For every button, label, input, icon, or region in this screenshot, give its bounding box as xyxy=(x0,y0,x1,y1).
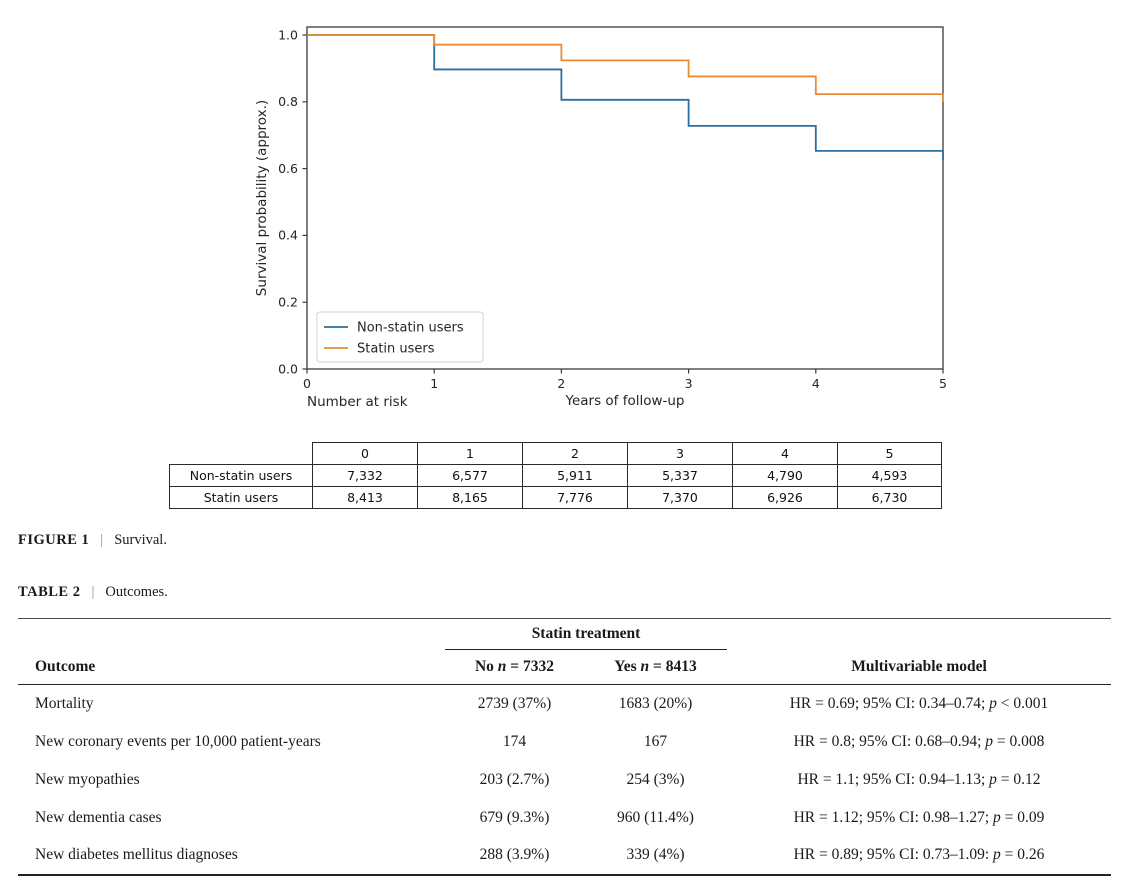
outcomes-table-row: Mortality 2739 (37%) 1683 (20%) HR = 0.69; … xyxy=(18,685,1111,723)
x-tick-label: 0 xyxy=(303,376,311,391)
group-header-spacer xyxy=(18,619,445,650)
no-value-cell: 2739 (37%) xyxy=(477,694,552,712)
group-header-row: Statin treatment xyxy=(18,618,1111,650)
x-tick-label: 2 xyxy=(557,376,565,391)
no-value-cell: 203 (2.7%) xyxy=(479,770,550,788)
yes-value-cell: 254 (3%) xyxy=(626,770,685,788)
column-header-outcome: Outcome xyxy=(18,649,445,685)
figure-caption-text: Survival. xyxy=(114,532,167,548)
risk-table-year-header: 2 xyxy=(522,442,628,465)
model-cell: HR = 0.69; 95% CI: 0.34–0.74; p < 0.001 xyxy=(789,694,1049,712)
caption-separator: | xyxy=(100,532,104,548)
figure-caption-label: FIGURE 1 xyxy=(18,532,90,548)
risk-table-year-header: 5 xyxy=(837,442,942,465)
x-axis-label: Years of follow-up xyxy=(564,393,684,409)
group-header-statin-treatment: Statin treatment xyxy=(445,618,727,650)
risk-table-value: 6,926 xyxy=(732,486,838,509)
column-header-multivariable-model: Multivariable model xyxy=(727,649,1111,685)
risk-table-value: 6,730 xyxy=(837,486,942,509)
y-tick-label: 0.4 xyxy=(278,228,298,243)
risk-table-value: 8,413 xyxy=(312,486,418,509)
outcomes-table-row: New myopathies 203 (2.7%) 254 (3%) HR = 1.1… xyxy=(18,761,1111,799)
model-cell: HR = 0.8; 95% CI: 0.68–0.94; p = 0.008 xyxy=(793,732,1045,750)
plot-border xyxy=(306,26,944,370)
y-axis-label: Survival probability (approx.) xyxy=(254,100,270,296)
risk-table-value: 7,370 xyxy=(627,486,733,509)
risk-table-value: 4,790 xyxy=(732,464,838,487)
legend-box xyxy=(316,311,484,363)
risk-table-year-header: 4 xyxy=(732,442,838,465)
y-tick-label: 0.8 xyxy=(278,94,298,109)
outcomes-table-row: New diabetes mellitus diagnoses 288 (3.9%… xyxy=(18,836,1111,876)
survival-chart: 0.0 0.2 0.4 0.6 0.8 1.0 0 1 2 3 4 5 Survival probabi… xyxy=(254,26,947,410)
outcomes-table: Statin treatment Outcome No n = 7332 Yes… xyxy=(18,618,1111,876)
risk-table-row-label: Non-statin users xyxy=(169,464,313,487)
legend-label: Non-statin users xyxy=(357,321,464,336)
legend-label: Statin users xyxy=(357,342,435,357)
risk-table-row-label: Statin users xyxy=(169,486,313,509)
risk-table-value: 7,776 xyxy=(522,486,628,509)
risk-table-value: 5,911 xyxy=(522,464,628,487)
y-tick-label: 0.2 xyxy=(278,295,298,310)
yes-value-cell: 1683 (20%) xyxy=(618,694,693,712)
model-cell: HR = 0.89; 95% CI: 0.73–1.09: p = 0.26 xyxy=(727,836,1111,876)
column-header-yes: Yes n = 8413 xyxy=(584,649,727,685)
yes-value-cell: 960 (11.4%) xyxy=(617,808,694,826)
risk-table-row: Statin users 8,413 8,165 7,776 7,370 6,926 6,7… xyxy=(169,486,942,509)
survival-curve-statin-users xyxy=(307,34,944,102)
risk-table-value: 6,577 xyxy=(417,464,523,487)
table-caption: TABLE 2 | Outcomes. xyxy=(18,584,168,601)
y-tick-label: 0.6 xyxy=(278,161,298,176)
risk-table-corner xyxy=(170,443,313,465)
model-cell: HR = 1.1; 95% CI: 0.94–1.13; p = 0.12 xyxy=(797,770,1041,788)
no-value-cell: 288 (3.9%) xyxy=(445,836,584,876)
table-caption-label: TABLE 2 xyxy=(18,584,81,600)
outcomes-table-row: New dementia cases 679 (9.3%) 960 (11.4%) H… xyxy=(18,799,1111,837)
table-caption-text: Outcomes. xyxy=(105,584,168,600)
outcome-cell: New diabetes mellitus diagnoses xyxy=(18,836,445,876)
risk-table-year-header: 3 xyxy=(627,442,733,465)
x-tick-label: 5 xyxy=(939,376,947,391)
survival-curve-non-statin-users xyxy=(307,34,944,160)
y-tick-label: 0.0 xyxy=(278,361,298,376)
outcome-cell: Mortality xyxy=(35,694,94,712)
column-header-no: No n = 7332 xyxy=(445,649,584,685)
no-value-cell: 679 (9.3%) xyxy=(479,808,550,826)
risk-table-value: 4,593 xyxy=(837,464,942,487)
outcome-cell: New coronary events per 10,000 patient-y… xyxy=(35,732,321,750)
number-at-risk-label: Number at risk xyxy=(307,394,408,410)
risk-table-year-header: 0 xyxy=(312,442,418,465)
x-tick-label: 1 xyxy=(430,376,438,391)
yes-value-cell: 167 xyxy=(643,732,668,750)
x-tick-label: 4 xyxy=(812,376,820,391)
risk-table-value: 7,332 xyxy=(312,464,418,487)
y-tick-label: 1.0 xyxy=(278,27,298,42)
column-header-row: Outcome No n = 7332 Yes n = 8413 Multiva… xyxy=(18,649,1111,685)
group-header-spacer xyxy=(727,619,1111,650)
risk-table-value: 5,337 xyxy=(627,464,733,487)
x-tick-label: 3 xyxy=(685,376,693,391)
no-value-cell: 174 xyxy=(502,732,527,750)
risk-table-value: 8,165 xyxy=(417,486,523,509)
outcome-cell: New dementia cases xyxy=(35,808,162,826)
caption-separator: | xyxy=(91,584,95,600)
outcomes-table-row: New coronary events per 10,000 patient-y… xyxy=(18,723,1111,761)
model-cell: HR = 1.12; 95% CI: 0.98–1.27; p = 0.09 xyxy=(793,808,1045,826)
risk-table-year-header: 1 xyxy=(417,442,523,465)
risk-table-row: Non-statin users 7,332 6,577 5,911 5,337 4,79… xyxy=(169,464,942,487)
figure-caption: FIGURE 1 | Survival. xyxy=(18,532,167,549)
outcome-cell: New myopathies xyxy=(35,770,140,788)
yes-value-cell: 339 (4%) xyxy=(584,836,727,876)
